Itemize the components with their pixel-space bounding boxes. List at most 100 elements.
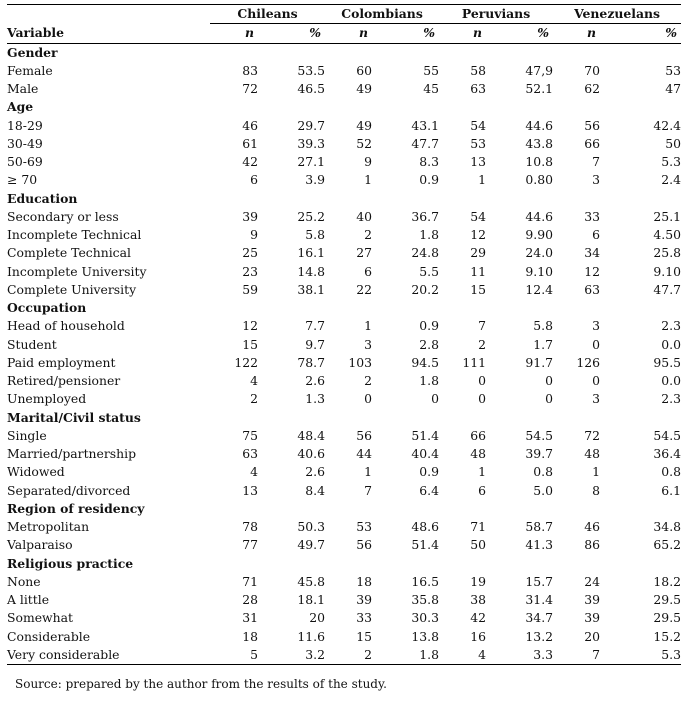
count-cell: 22 — [356, 281, 372, 297]
count-cell: 6 — [250, 172, 258, 188]
count-cell: 49 — [356, 81, 372, 97]
count-cell: 3 — [592, 318, 601, 334]
percent-cell: 25.8 — [653, 245, 682, 261]
row-label: ≥ 70 — [7, 172, 38, 188]
count-cell: 53 — [356, 519, 372, 535]
percent-cell: 49.7 — [297, 537, 325, 553]
count-cell: 24 — [584, 573, 601, 589]
count-cell: 54 — [470, 208, 486, 224]
source-note: Source: prepared by the author from the … — [15, 677, 387, 691]
percent-cell: 5.3 — [600, 645, 682, 665]
percent-cell: 29.5 — [653, 592, 682, 608]
percent-cell: 15.2 — [653, 628, 682, 644]
row-label: Considerable — [7, 628, 91, 644]
count-cell: 15 — [470, 281, 486, 297]
percent-cell: 9.90 — [525, 227, 554, 243]
percent-cell: 0.80 — [525, 172, 554, 188]
percent-cell: 55 — [423, 62, 439, 78]
percent-header: % — [600, 23, 682, 44]
count-cell: 9 — [250, 227, 258, 243]
count-cell: 77 — [242, 537, 258, 553]
percent-cell: 47.7 — [653, 281, 682, 297]
count-cell: 20 — [584, 628, 601, 644]
count-cell: 71 — [242, 573, 258, 589]
group-header-peruvians: Peruvians — [439, 3, 554, 25]
percent-cell: 6.4 — [419, 482, 439, 498]
percent-cell: 45.8 — [297, 573, 325, 589]
n-header: n — [439, 23, 486, 44]
table-row: Married/partnership 63 40.6 44 40.4 48 39.7 48 3… — [7, 445, 681, 463]
percent-cell: 54.5 — [525, 427, 554, 443]
percent-cell: 2.3 — [661, 318, 682, 334]
count-cell: 4 — [250, 373, 258, 389]
table-row: Incomplete University 23 14.8 6 5.5 11 9.10 12 9… — [7, 263, 681, 281]
row-label: Married/partnership — [7, 446, 137, 462]
count-cell: 39 — [584, 610, 601, 626]
category-heading: Marital/Civil status — [7, 409, 141, 425]
count-cell: 0 — [364, 391, 372, 407]
count-cell: 60 — [356, 62, 372, 78]
count-cell: 2 — [478, 336, 486, 352]
table-row: None 71 45.8 18 16.5 19 15.7 24 18.2 — [7, 573, 681, 591]
count-cell: 56 — [356, 427, 372, 443]
percent-cell: 9.10 — [525, 263, 554, 279]
count-cell: 2 — [250, 391, 258, 407]
count-cell: 18 — [356, 573, 372, 589]
row-label: 50-69 — [7, 154, 43, 170]
count-cell: 33 — [584, 208, 601, 224]
table-row: A little 28 18.1 39 35.8 38 31.4 39 29.5 — [7, 591, 681, 609]
count-cell: 7 — [478, 318, 486, 334]
count-cell: 6 — [478, 482, 486, 498]
percent-cell: 10.8 — [525, 154, 554, 170]
percent-header: % — [372, 23, 439, 44]
count-cell: 48 — [470, 446, 486, 462]
count-cell: 3 — [364, 336, 372, 352]
count-cell: 126 — [576, 354, 601, 370]
count-cell: 12 — [242, 318, 258, 334]
count-cell: 48 — [584, 446, 601, 462]
count-cell: 1 — [364, 318, 372, 334]
count-cell: 52 — [356, 135, 372, 151]
count-cell: 62 — [584, 81, 601, 97]
count-cell: 46 — [242, 117, 258, 133]
count-cell: 6 — [592, 227, 601, 243]
count-cell: 39 — [356, 592, 372, 608]
percent-cell: 25.1 — [653, 208, 682, 224]
category-heading: Education — [7, 190, 78, 206]
category-row: Marital/Civil status — [7, 409, 681, 427]
percent-cell: 0.9 — [419, 318, 439, 334]
count-cell: 78 — [242, 519, 258, 535]
percent-cell: 2.8 — [419, 336, 439, 352]
table-row: Male 72 46.5 49 45 63 52.1 62 47 — [7, 80, 681, 98]
percent-cell: 0.9 — [419, 464, 439, 480]
percent-cell: 9.7 — [305, 336, 325, 352]
table-body: Gender Female 83 53.5 60 55 58 47,9 70 53 Male 72 46… — [7, 43, 682, 665]
percent-cell: 44.6 — [525, 208, 554, 224]
row-label: Single — [7, 427, 47, 443]
percent-cell: 18.2 — [653, 573, 682, 589]
count-cell: 4 — [439, 645, 486, 665]
percent-cell: 8.3 — [419, 154, 439, 170]
percent-cell: 13.2 — [525, 628, 554, 644]
count-cell: 38 — [470, 592, 486, 608]
count-cell: 0 — [478, 373, 486, 389]
count-cell: 13 — [470, 154, 486, 170]
percent-cell: 43.8 — [525, 135, 554, 151]
table-row: Very considerable 5 3.2 2 1.8 4 3.3 7 5.3 — [7, 645, 682, 665]
category-heading: Age — [7, 99, 34, 115]
row-label: 30-49 — [7, 135, 43, 151]
row-label: A little — [7, 592, 50, 608]
count-cell: 71 — [470, 519, 486, 535]
percent-cell: 25.2 — [297, 208, 325, 224]
count-cell: 7 — [592, 154, 601, 170]
percent-cell: 43.1 — [411, 117, 439, 133]
percent-cell: 5.0 — [533, 482, 554, 498]
percent-cell: 51.4 — [411, 427, 439, 443]
percent-cell: 52.1 — [525, 81, 554, 97]
category-heading: Region of residency — [7, 500, 145, 516]
row-label: None — [7, 573, 41, 589]
percent-cell: 0 — [545, 373, 554, 389]
count-cell: 58 — [470, 62, 486, 78]
percent-cell: 16.1 — [297, 245, 325, 261]
count-cell: 66 — [584, 135, 601, 151]
